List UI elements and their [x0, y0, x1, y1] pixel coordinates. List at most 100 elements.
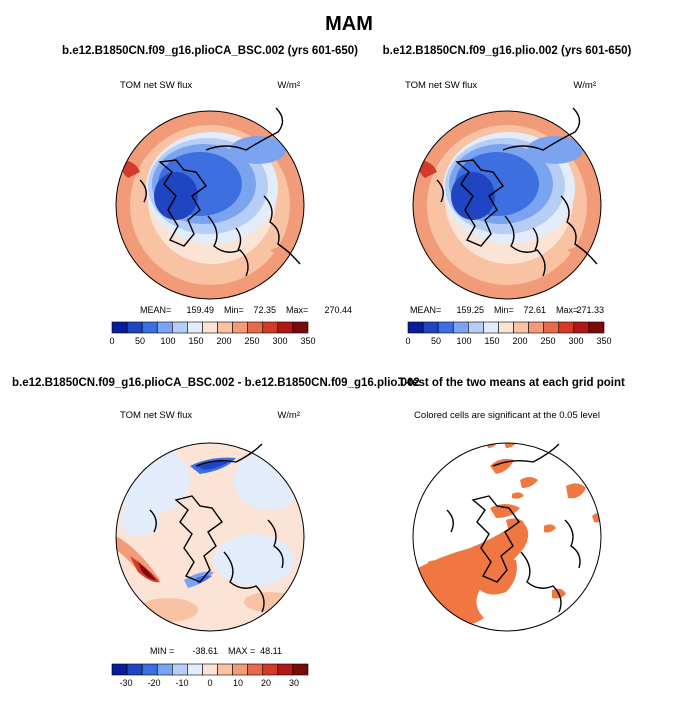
panel-4-coastlines: [446, 443, 581, 613]
colorbar-tick-label: 30: [289, 678, 299, 688]
colorbar-tick-label: 300: [272, 336, 287, 346]
colorbar-tick-label: 0: [405, 336, 410, 346]
colorbar-tick-label: 100: [456, 336, 471, 346]
colorbar-tick-label: 350: [596, 336, 611, 346]
colorbar-box: [543, 321, 560, 334]
panel-3-coastlines: [149, 443, 284, 613]
colorbar-box: [437, 321, 454, 334]
panel-3-unit-label: W/m²: [277, 410, 300, 421]
colorbar-box: [292, 663, 309, 676]
panel-1-min-label: Min=: [224, 305, 244, 315]
colorbar-box: [172, 321, 188, 334]
panel-1-colorbar: 0 50 100 150 200 250 300 350: [109, 321, 316, 346]
colorbar-box: [277, 663, 294, 676]
colorbar-tick-label: 250: [244, 336, 259, 346]
colorbar-box: [513, 321, 529, 334]
colorbar-box: [126, 321, 143, 334]
panel-1-title: b.e12.B1850CN.f09_g16.plioCA_BSC.002 (yr…: [62, 45, 358, 57]
panel-3-map-border: [115, 442, 305, 632]
colorbar-box: [247, 321, 264, 334]
panel-4-map: [413, 443, 601, 631]
panel-1-mean: 159.49: [186, 305, 214, 315]
colorbar-box: [156, 321, 173, 334]
colorbar-box: [217, 321, 233, 334]
panel-3-min: -38.61: [192, 646, 218, 656]
colorbar-box: [528, 321, 544, 334]
colorbar-box: [141, 321, 158, 334]
colorbar-box: [422, 321, 439, 334]
colorbar-tick-label: 200: [216, 336, 231, 346]
panel-1-max: 270.44: [324, 305, 352, 315]
panel-2-min: 72.61: [523, 305, 546, 315]
colorbar-box: [111, 663, 128, 676]
panel-3-max: 48.11: [260, 646, 282, 656]
colorbar-box: [141, 663, 158, 676]
panel-2-max: 271.33: [576, 305, 604, 315]
colorbar-box: [126, 663, 143, 676]
panel-3-colorbar: -30 -20 -10 0 10 20 30: [111, 663, 309, 688]
colorbar-tick-label: 150: [484, 336, 499, 346]
colorbar-box: [277, 321, 294, 334]
colorbar-box: [262, 663, 279, 676]
panel-1-left-label: TOM net SW flux: [120, 80, 192, 91]
panel-2: b.e12.B1850CN.f09_g16.plio.002 (yrs 601-…: [383, 45, 632, 346]
colorbar-box: [187, 321, 203, 334]
colorbar-tick-label: 0: [109, 336, 114, 346]
colorbar-box: [232, 321, 248, 334]
colorbar-tick-label: 250: [540, 336, 555, 346]
colorbar-box: [202, 321, 218, 334]
colorbar-box: [558, 321, 575, 334]
panel-2-colorbar: 0 50 100 150 200 250 300 350: [405, 321, 612, 346]
colorbar-tick-label: 0: [207, 678, 212, 688]
colorbar-box: [483, 321, 499, 334]
colorbar-box: [111, 321, 128, 334]
colorbar-box: [217, 663, 233, 676]
panel-2-map-border: [412, 110, 602, 300]
colorbar-box: [292, 321, 309, 334]
colorbar-box: [498, 321, 514, 334]
panel-1-mean-label: MEAN=: [140, 305, 171, 315]
colorbar-box: [573, 321, 590, 334]
panel-2-unit-label: W/m²: [573, 80, 596, 91]
panel-1-unit-label: W/m²: [277, 80, 300, 91]
panel-1-coastlines: [139, 107, 301, 277]
panel-4: T-test of the two means at each grid poi…: [398, 377, 625, 632]
panel-3: b.e12.B1850CN.f09_g16.plioCA_BSC.002 - b…: [12, 377, 420, 688]
colorbar-tick-label: 10: [233, 678, 243, 688]
colorbar-box: [468, 321, 484, 334]
panel-4-map-border: [412, 442, 602, 632]
panel-1: b.e12.B1850CN.f09_g16.plioCA_BSC.002 (yr…: [62, 45, 358, 346]
colorbar-box: [588, 321, 605, 334]
panel-2-left-label: TOM net SW flux: [405, 80, 477, 91]
colorbar-tick-label: 350: [300, 336, 315, 346]
colorbar-tick-label: 100: [160, 336, 175, 346]
colorbar-box: [202, 663, 218, 676]
colorbar-box: [407, 321, 424, 334]
colorbar-tick-label: 50: [135, 336, 145, 346]
colorbar-box: [262, 321, 279, 334]
colorbar-tick-label: 300: [568, 336, 583, 346]
panel-2-map: [413, 111, 601, 299]
panel-3-min-label: MIN =: [150, 646, 174, 656]
colorbar-tick-label: -20: [147, 678, 160, 688]
colorbar-tick-label: 200: [512, 336, 527, 346]
panel-2-max-label: Max=: [556, 305, 578, 315]
panel-3-left-label: TOM net SW flux: [120, 410, 192, 421]
colorbar-box: [452, 321, 469, 334]
colorbar-box: [187, 663, 203, 676]
panel-1-min: 72.35: [253, 305, 276, 315]
panel-1-map: [116, 111, 304, 299]
panel-3-title: b.e12.B1850CN.f09_g16.plioCA_BSC.002 - b…: [12, 377, 420, 389]
colorbar-tick-label: -30: [119, 678, 132, 688]
panel-2-coastlines: [436, 107, 598, 277]
panel-2-min-label: Min=: [494, 305, 514, 315]
panel-3-max-label: MAX =: [228, 646, 255, 656]
panel-2-title: b.e12.B1850CN.f09_g16.plio.002 (yrs 601-…: [383, 45, 632, 57]
colorbar-tick-label: 20: [261, 678, 271, 688]
panel-2-mean: 159.25: [456, 305, 484, 315]
panel-2-mean-label: MEAN=: [410, 305, 441, 315]
panel-1-max-label: Max=: [286, 305, 308, 315]
colorbar-tick-label: 150: [188, 336, 203, 346]
colorbar-tick-label: 50: [431, 336, 441, 346]
